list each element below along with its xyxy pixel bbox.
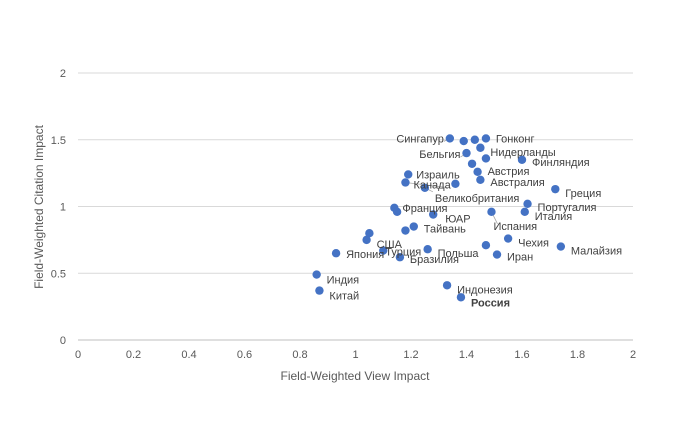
x-tick-label: 1.4 xyxy=(459,349,474,361)
data-point xyxy=(379,246,388,255)
data-point xyxy=(451,179,460,189)
data-label: Великобритания xyxy=(435,193,520,205)
y-tick-label: 0.5 xyxy=(51,268,66,280)
data-label: Россия xyxy=(471,297,510,309)
data-label: Малайзия xyxy=(571,246,622,258)
data-point xyxy=(456,293,466,302)
data-label: Португалия xyxy=(538,202,597,214)
y-tick-label: 1 xyxy=(60,202,66,214)
x-tick-label: 2 xyxy=(630,349,636,361)
x-tick-label: 0 xyxy=(75,349,81,361)
data-point xyxy=(365,229,374,238)
data-point xyxy=(462,148,471,158)
y-tick-label: 2 xyxy=(60,68,66,80)
data-label: Индия xyxy=(327,275,360,287)
data-point xyxy=(481,154,491,163)
data-point xyxy=(315,286,324,295)
data-point xyxy=(401,178,410,187)
data-point xyxy=(551,184,560,194)
data-point xyxy=(445,134,455,143)
data-point xyxy=(395,253,405,262)
data-point xyxy=(476,175,485,184)
data-label: Китай xyxy=(329,291,359,303)
data-label: Израиль xyxy=(416,169,460,181)
data-label: Италия xyxy=(535,211,573,223)
x-tick-label: 1 xyxy=(352,349,358,361)
data-label: Иран xyxy=(507,252,533,264)
y-tick-label: 0 xyxy=(60,335,66,347)
data-label: Австрия xyxy=(488,166,530,178)
data-label: Гонконг xyxy=(496,133,535,145)
data-point xyxy=(523,199,532,209)
data-point xyxy=(423,245,432,254)
data-point xyxy=(420,183,430,193)
y-tick-label: 1.5 xyxy=(51,135,66,147)
data-label: Франция xyxy=(402,203,447,215)
data-label: Финляндия xyxy=(532,157,590,169)
data-point xyxy=(503,234,513,243)
data-label: Бразилия xyxy=(410,254,459,266)
x-tick-label: 0.8 xyxy=(292,349,307,361)
x-tick-label: 0.2 xyxy=(126,349,141,361)
data-label: ЮАР xyxy=(445,214,470,226)
data-point xyxy=(401,226,410,235)
data-point xyxy=(467,159,477,168)
data-label: США xyxy=(377,239,403,251)
data-point xyxy=(487,207,496,217)
data-label: Япония xyxy=(346,249,384,261)
x-tick-label: 1.2 xyxy=(403,349,418,361)
data-point xyxy=(492,250,502,259)
data-point xyxy=(459,136,468,146)
data-label: Канада xyxy=(413,179,451,191)
data-point xyxy=(556,242,566,251)
data-point xyxy=(476,143,485,152)
data-point xyxy=(470,135,480,144)
data-point xyxy=(473,167,482,176)
y-axis-title: Field-Weighted Citation Impact xyxy=(32,124,46,289)
y-tick-labels: 0 0.5 1 1.5 2 xyxy=(51,68,66,347)
data-label: Индонезия xyxy=(457,284,513,296)
data-point xyxy=(429,210,438,219)
data-point xyxy=(404,170,413,179)
data-point xyxy=(409,222,418,231)
x-tick-label: 1.6 xyxy=(514,349,529,361)
data-points xyxy=(312,134,566,302)
x-tick-label: 0.4 xyxy=(181,349,196,361)
data-label: Греция xyxy=(565,188,601,200)
data-point xyxy=(392,207,402,217)
gridlines xyxy=(78,72,633,274)
data-label: Бельгия xyxy=(419,149,460,161)
data-point xyxy=(312,270,321,279)
x-axis-title: Field-Weighted View Impact xyxy=(281,369,431,383)
data-point xyxy=(481,134,491,143)
data-label: Чехия xyxy=(518,238,549,250)
data-point xyxy=(362,235,371,245)
x-tick-label: 1.8 xyxy=(570,349,585,361)
data-labels: Сингапур Гонконг Нидерланды Бельгия Финлянди… xyxy=(327,133,622,309)
data-point xyxy=(517,155,527,164)
data-label: Испания xyxy=(493,221,537,233)
data-label: Тайвань xyxy=(424,224,466,236)
data-point xyxy=(442,281,452,290)
data-point xyxy=(331,249,341,258)
data-label: Нидерланды xyxy=(490,147,555,159)
data-label: Польша xyxy=(438,248,480,260)
x-tick-label: 0.6 xyxy=(237,349,252,361)
data-label: Турция xyxy=(385,247,421,259)
data-label: Сингапур xyxy=(396,133,444,145)
data-point xyxy=(520,207,529,217)
data-label: Австралия xyxy=(490,177,544,189)
x-tick-labels: 0 0.2 0.4 0.6 0.8 1 1.2 1.4 1.6 1.8 2 xyxy=(75,349,636,361)
data-point xyxy=(481,241,491,250)
